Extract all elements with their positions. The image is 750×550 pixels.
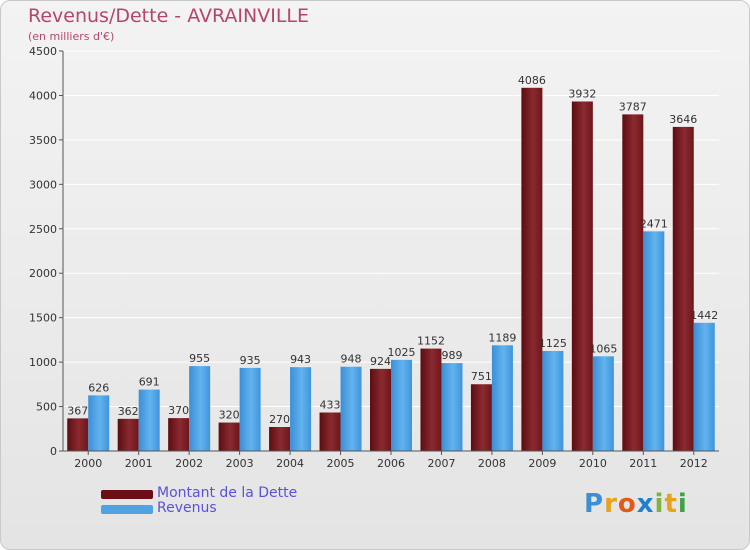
bar-revenus [189, 366, 211, 451]
data-label-dette: 1152 [417, 335, 445, 348]
y-tick-label: 0 [50, 445, 57, 458]
x-tick-label: 2012 [680, 457, 708, 470]
data-label-revenus: 691 [139, 376, 160, 389]
data-label-dette: 3646 [669, 113, 697, 126]
data-label-revenus: 626 [88, 381, 109, 394]
data-label-dette: 4086 [518, 74, 546, 87]
data-label-revenus: 943 [290, 353, 311, 366]
data-label-revenus: 1065 [589, 342, 617, 355]
bar-dette [269, 427, 291, 451]
legend-label-dette: Montant de la Dette [157, 485, 298, 501]
y-tick-label: 1500 [29, 312, 57, 325]
data-label-revenus: 1442 [690, 309, 718, 322]
bar-revenus [88, 395, 110, 451]
bar-dette [470, 384, 492, 451]
bar-dette [420, 348, 442, 451]
x-tick-label: 2005 [327, 457, 355, 470]
data-label-revenus: 955 [189, 352, 210, 365]
data-label-dette: 362 [118, 405, 139, 418]
x-tick-label: 2000 [74, 457, 102, 470]
data-label-dette: 751 [471, 370, 492, 383]
bar-dette [168, 418, 190, 451]
bar-revenus [542, 351, 564, 451]
bar-revenus [340, 366, 362, 451]
y-tick-label: 4000 [29, 89, 57, 102]
data-label-dette: 924 [370, 355, 391, 368]
bar-dette [319, 412, 341, 451]
bar-revenus [693, 322, 715, 451]
data-label-dette: 3787 [619, 100, 647, 113]
bar-dette [117, 418, 139, 451]
x-tick-label: 2006 [377, 457, 405, 470]
y-tick-label: 3000 [29, 178, 57, 191]
legend-swatch-revenus [101, 505, 153, 514]
x-tick-label: 2008 [478, 457, 506, 470]
bar-revenus [391, 359, 412, 451]
y-tick-label: 3500 [29, 134, 57, 147]
data-label-revenus: 1125 [539, 337, 567, 350]
y-tick-label: 2000 [29, 267, 57, 280]
bar-revenus [643, 231, 665, 451]
legend-swatch-dette [101, 490, 153, 499]
bar-revenus [491, 345, 513, 451]
logo-letter: o [617, 489, 637, 519]
logo-letter: P [584, 489, 605, 519]
x-tick-label: 2004 [276, 457, 304, 470]
data-label-revenus: 989 [441, 349, 462, 362]
logo-letter: t [664, 489, 678, 519]
data-label-revenus: 1025 [388, 346, 416, 359]
bar-dette [67, 418, 89, 451]
data-label-revenus: 948 [341, 353, 362, 366]
logo-letter: r [604, 489, 618, 519]
x-tick-label: 2009 [528, 457, 556, 470]
legend-label-revenus: Revenus [157, 500, 217, 516]
y-tick-label: 2500 [29, 223, 57, 236]
data-label-revenus: 2471 [640, 217, 668, 230]
logo-letter: i [677, 489, 688, 519]
data-label-dette: 433 [320, 399, 341, 412]
x-axis: 2000 2001 2002 2003 2004 2005 2006 2007 2008 2009… [63, 450, 719, 470]
bar-dette [521, 87, 543, 452]
data-label-dette: 3932 [568, 87, 596, 100]
chart-subtitle: (en milliers d'€) [28, 30, 115, 43]
y-tick-label: 1000 [29, 356, 57, 369]
bar-revenus [441, 363, 463, 451]
bar-revenus [138, 389, 160, 451]
bar-dette [218, 422, 240, 451]
data-label-dette: 270 [269, 413, 290, 426]
bar-dette [571, 101, 593, 451]
x-tick-label: 2002 [175, 457, 203, 470]
bar-dette [370, 368, 391, 451]
logo-letter: i [654, 489, 665, 519]
x-tick-label: 2007 [427, 457, 455, 470]
x-tick-label: 2011 [629, 457, 657, 470]
y-axis: 0 500 1000 1500 2000 2500 3000 3500 4000 4500 [29, 45, 64, 458]
y-tick-label: 4500 [29, 45, 57, 58]
bar-revenus [290, 367, 312, 451]
data-label-dette: 367 [67, 404, 88, 417]
bar-dette [672, 126, 694, 452]
x-tick-label: 2001 [125, 457, 153, 470]
logo-letter: x [636, 489, 655, 519]
x-tick-label: 2010 [579, 457, 607, 470]
chart-title: Revenus/Dette - AVRAINVILLE [28, 5, 310, 27]
data-label-dette: 370 [168, 404, 189, 417]
y-tick-label: 500 [36, 401, 57, 414]
data-label-revenus: 935 [240, 354, 261, 367]
x-tick-label: 2003 [226, 457, 254, 470]
proxiti-logo: Proxiti [584, 489, 688, 519]
bar-revenus [239, 367, 261, 451]
bar-dette [622, 114, 644, 451]
bar-revenus [592, 356, 614, 451]
data-label-dette: 320 [219, 409, 240, 422]
data-label-revenus: 1189 [488, 331, 516, 344]
